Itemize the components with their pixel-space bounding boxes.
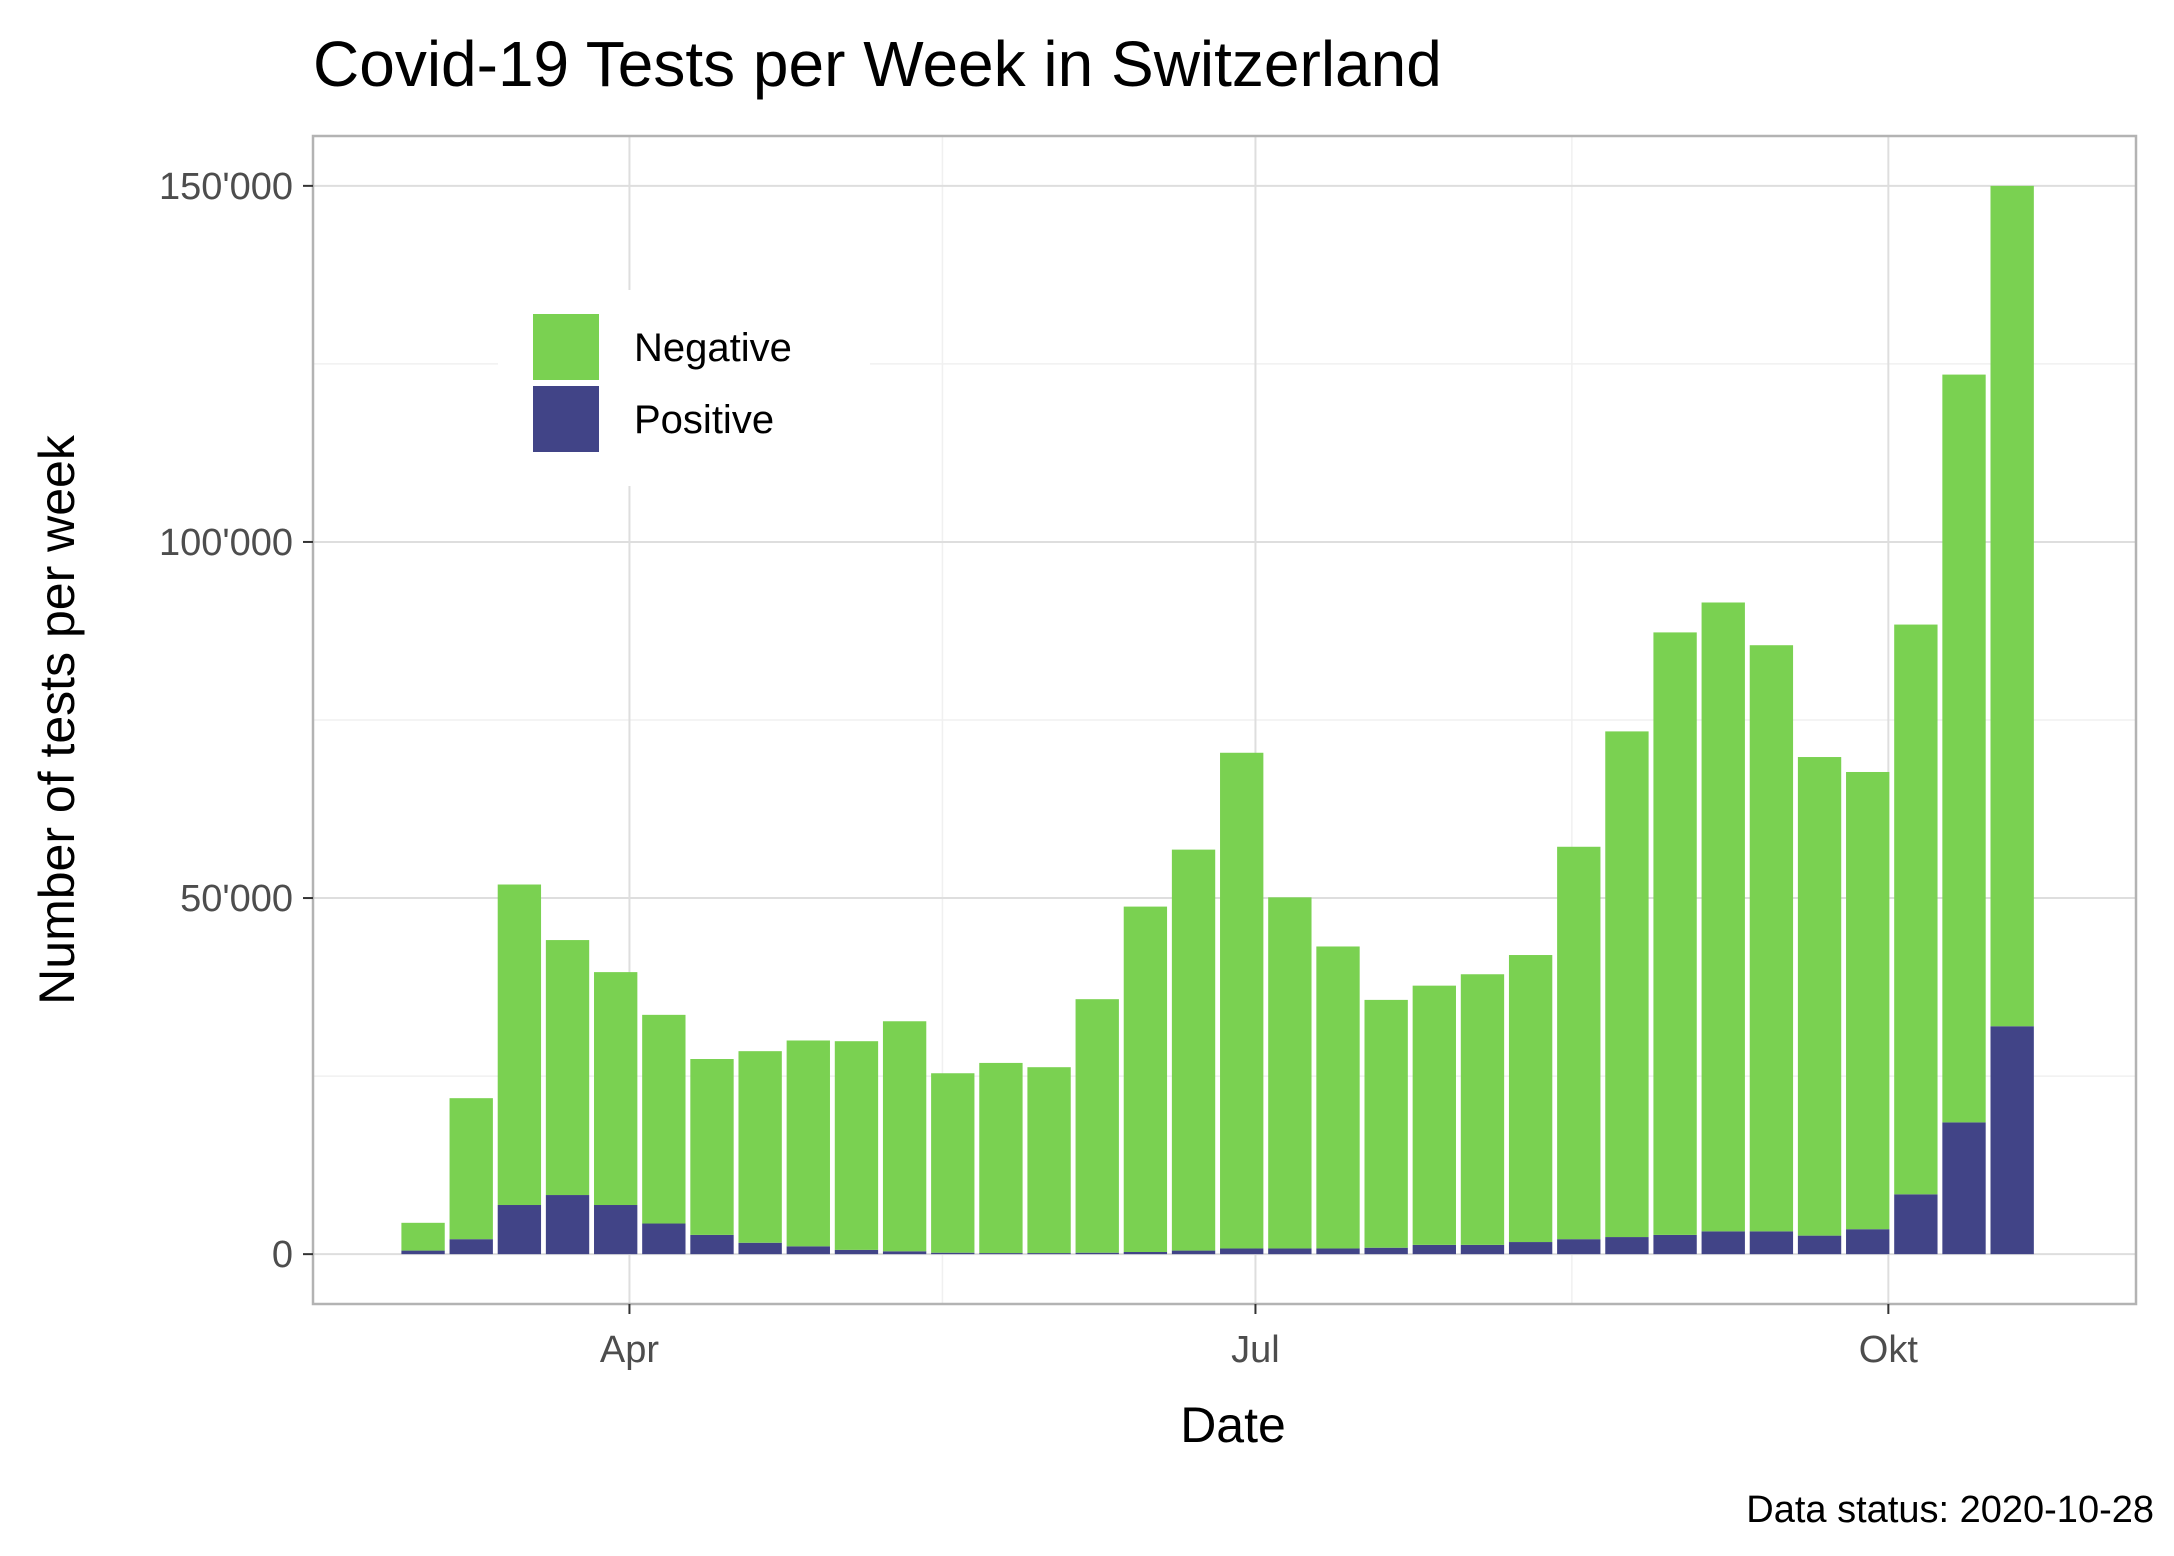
x-axis-title: Date	[1180, 1397, 1286, 1453]
bar-negative	[1749, 645, 1794, 1232]
bar-negative	[738, 1051, 782, 1243]
bar-positive	[497, 1205, 542, 1255]
bar-positive	[738, 1242, 782, 1255]
caption: Data status: 2020-10-28	[1746, 1489, 2154, 1531]
bar-negative	[1557, 846, 1601, 1240]
bar-positive	[1316, 1248, 1360, 1255]
bar-negative	[786, 1040, 830, 1247]
bar-negative	[979, 1062, 1023, 1254]
chart-title: Covid-19 Tests per Week in Switzerland	[313, 28, 1442, 100]
bar-positive	[1701, 1231, 1745, 1255]
y-tick-label: 150'000	[159, 166, 293, 208]
y-tick-label: 100'000	[159, 522, 293, 564]
bar-positive	[1508, 1242, 1553, 1255]
bar-positive	[690, 1234, 734, 1255]
bar-negative	[1220, 752, 1264, 1249]
bar-positive	[1123, 1252, 1168, 1255]
bar-negative	[1605, 731, 1649, 1238]
bar-positive	[1942, 1122, 1986, 1255]
bar-negative	[545, 940, 590, 1196]
legend-key	[533, 386, 599, 452]
bar-positive	[1749, 1231, 1794, 1255]
bar-negative	[834, 1041, 879, 1250]
bar-positive	[1027, 1253, 1071, 1255]
bar-positive	[1605, 1237, 1649, 1255]
bar-positive	[545, 1195, 590, 1255]
bar-negative	[449, 1098, 493, 1240]
bar-negative	[690, 1059, 734, 1235]
bar-positive	[1894, 1194, 1938, 1255]
bar-negative	[1268, 897, 1312, 1249]
bar-positive	[786, 1246, 830, 1255]
legend-key	[533, 314, 599, 380]
legend: Negative Positive	[498, 290, 870, 486]
y-axis-ticks: 0 50'000 100'000 150'000	[159, 166, 313, 1276]
bar-positive	[1412, 1244, 1456, 1255]
bar-negative	[594, 972, 638, 1206]
bar-negative	[401, 1222, 445, 1251]
bar-positive	[1653, 1234, 1697, 1255]
y-tick-label: 0	[272, 1234, 293, 1276]
bars	[401, 185, 2034, 1255]
bar-positive	[1557, 1239, 1601, 1255]
bar-negative	[1846, 771, 1890, 1230]
plot-border	[311, 134, 2138, 1306]
bar-negative	[1171, 849, 1216, 1251]
bar-positive	[1364, 1247, 1408, 1255]
bar-negative	[1027, 1067, 1071, 1254]
bar-negative	[1508, 955, 1553, 1243]
bar-negative	[642, 1014, 686, 1224]
bar-positive	[1268, 1248, 1312, 1255]
x-tick-label: Okt	[1859, 1329, 1919, 1371]
bar-positive	[449, 1239, 493, 1255]
bar-negative	[1990, 185, 2034, 1027]
bar-positive	[834, 1249, 879, 1255]
legend-label: Positive	[634, 398, 774, 442]
bar-negative	[1316, 946, 1360, 1249]
y-tick-label: 50'000	[180, 878, 293, 920]
bar-negative	[497, 884, 542, 1206]
bar-positive	[401, 1250, 445, 1255]
bar-positive	[882, 1251, 927, 1255]
bar-positive	[979, 1253, 1023, 1255]
bar-negative	[1460, 974, 1505, 1245]
y-axis-title: Number of tests per week	[29, 434, 85, 1005]
bar-negative	[1412, 985, 1456, 1245]
bar-positive	[1075, 1252, 1119, 1255]
bar-positive	[594, 1205, 638, 1255]
bar-negative	[1123, 906, 1168, 1253]
bar-negative	[882, 1021, 927, 1252]
bar-positive	[1220, 1248, 1264, 1255]
bar-negative	[1364, 999, 1408, 1248]
bar-positive	[1460, 1244, 1505, 1255]
legend-label: Negative	[634, 326, 792, 370]
bar-negative	[1075, 999, 1119, 1253]
bar-positive	[1990, 1026, 2034, 1255]
bar-negative	[931, 1073, 975, 1253]
bar-negative	[1894, 624, 1938, 1195]
bar-negative	[1797, 757, 1842, 1236]
bar-positive	[642, 1223, 686, 1255]
x-tick-label: Jul	[1231, 1329, 1280, 1371]
bar-negative	[1653, 632, 1697, 1235]
x-axis-ticks: Apr Jul Okt	[600, 1304, 1918, 1371]
bar-positive	[931, 1252, 975, 1255]
bar-positive	[1171, 1250, 1216, 1255]
bar-positive	[1797, 1235, 1842, 1255]
bar-negative	[1942, 374, 1986, 1123]
bar-positive	[1846, 1229, 1890, 1255]
x-tick-label: Apr	[600, 1329, 659, 1371]
bar-negative	[1701, 602, 1745, 1232]
